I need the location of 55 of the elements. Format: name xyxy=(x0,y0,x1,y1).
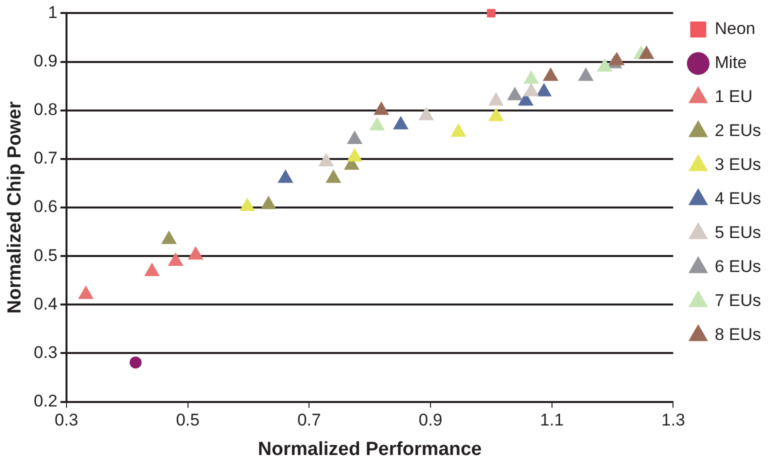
y-tick-label: 0.5 xyxy=(34,246,58,265)
point xyxy=(346,148,362,162)
y-tick-label: 0.2 xyxy=(34,391,58,410)
x-axis-title: Normalized Performance xyxy=(258,438,482,460)
x-tick-label: 0.9 xyxy=(418,410,442,430)
point xyxy=(450,123,466,137)
x-tick-label: 1.3 xyxy=(661,410,686,430)
y-axis-title: Normalized Chip Power xyxy=(4,100,26,314)
legend-label: 3 EUs xyxy=(714,155,762,174)
x-tick-label: 1.1 xyxy=(540,410,564,430)
point xyxy=(374,101,390,115)
legend-label: 7 EUs xyxy=(714,291,762,310)
x-tick-label: 0.7 xyxy=(297,410,321,430)
x-tick-label: 0.3 xyxy=(54,410,78,430)
point xyxy=(369,116,385,130)
y-tick-label: 0.4 xyxy=(34,294,58,314)
point xyxy=(488,92,504,106)
point xyxy=(596,58,612,72)
point xyxy=(523,82,540,96)
point xyxy=(542,67,558,81)
legend-label: 8 EUs xyxy=(714,325,762,344)
point xyxy=(144,262,160,276)
point xyxy=(392,116,409,130)
point xyxy=(638,45,654,59)
legend-label: 6 EUs xyxy=(714,257,762,276)
y-tick-label: 0.7 xyxy=(34,148,58,168)
point xyxy=(278,169,294,183)
point xyxy=(523,70,540,84)
point xyxy=(188,246,204,260)
point xyxy=(239,198,256,212)
x-tick-label: 0.5 xyxy=(176,410,200,430)
point xyxy=(608,52,625,66)
y-tick-label: 1 xyxy=(48,2,58,22)
point xyxy=(536,82,552,96)
point xyxy=(418,106,434,120)
y-tick-label: 0.9 xyxy=(34,51,58,70)
point xyxy=(578,67,594,81)
point xyxy=(318,152,334,166)
legend-label: 5 EUs xyxy=(714,223,762,242)
point xyxy=(161,230,177,244)
y-tick-label: 0.3 xyxy=(34,342,58,362)
y-tick-label: 0.6 xyxy=(34,197,58,216)
y-tick-label: 0.8 xyxy=(34,100,58,120)
point xyxy=(488,108,504,122)
legend-label: Neon xyxy=(714,19,756,38)
legend-label: Mite xyxy=(714,53,747,72)
legend-label: 2 EUs xyxy=(714,121,762,140)
legend-label: 1 EU xyxy=(714,87,753,106)
point xyxy=(260,196,276,210)
legend-label: 4 EUs xyxy=(714,189,762,208)
point xyxy=(78,285,94,299)
point xyxy=(346,130,362,144)
point xyxy=(326,169,342,183)
point xyxy=(168,252,184,266)
point xyxy=(507,86,523,100)
